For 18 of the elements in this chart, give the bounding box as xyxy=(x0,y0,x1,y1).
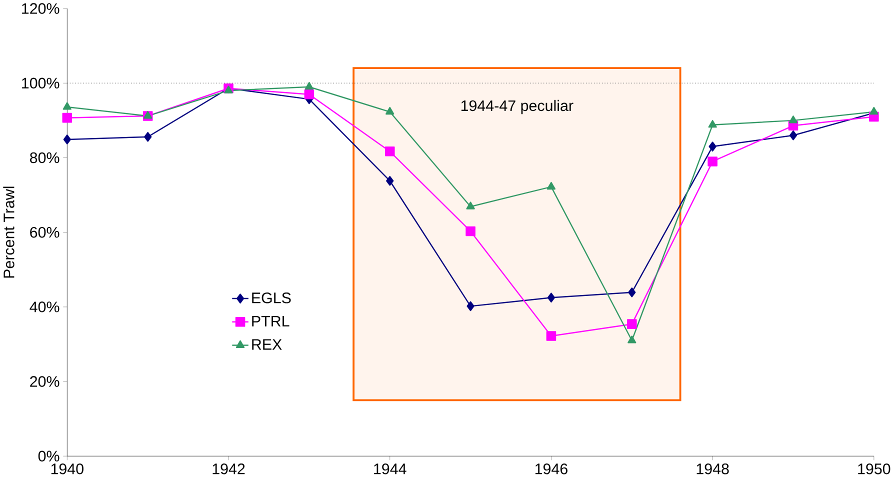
y-tick-label: 40% xyxy=(30,301,60,312)
band-label: 1944-47 peculiar xyxy=(461,100,574,114)
legend-label: EGLS xyxy=(252,292,291,304)
y-tick-label: 0% xyxy=(38,450,60,462)
y-tick-label: 20% xyxy=(30,376,60,387)
x-tick-label: 1944 xyxy=(374,463,406,474)
x-tick-label: 1950 xyxy=(858,463,890,474)
x-tick-label: 1946 xyxy=(535,463,568,474)
legend-label: PTRL xyxy=(252,316,290,326)
y-axis-title: Percent Trawl xyxy=(3,186,14,278)
y-tick-label: 100% xyxy=(22,78,60,88)
y-tick-label: 80% xyxy=(30,152,60,163)
x-tick-label: 1942 xyxy=(212,463,245,474)
x-tick-label: 1948 xyxy=(696,463,729,474)
legend-label: REX xyxy=(252,339,282,350)
y-tick-label: 120% xyxy=(22,2,60,14)
y-tick-label: 60% xyxy=(30,226,60,238)
x-tick-label: 1940 xyxy=(51,463,84,474)
